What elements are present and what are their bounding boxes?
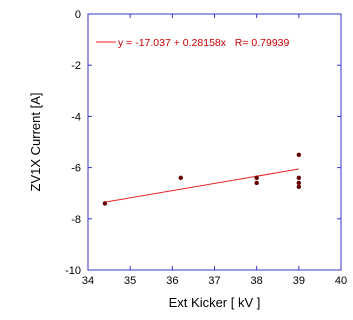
x-axis-ticks: 34 35 36 37 38 39 40: [82, 14, 347, 287]
data-point: [178, 175, 183, 181]
plot-frame: [87, 13, 342, 271]
x-tick-label: 40: [335, 275, 347, 287]
y-axis-label: ZV1X Current [A]: [28, 93, 43, 192]
data-point: [296, 184, 302, 189]
data-point: [296, 180, 302, 186]
x-tick-label: 36: [166, 275, 178, 287]
x-tick-label: 34: [82, 275, 94, 287]
legend: y = -17.037 + 0.28158x R= 0.79939: [96, 37, 289, 49]
plot-area: 34 35 36 37 38 39 40 0 -2 -4 -6 -8 -10 y = -17.037 …: [65, 9, 347, 287]
x-tick-label: 35: [124, 275, 136, 287]
y-tick-label: -8: [71, 214, 81, 226]
y-tick-label: -4: [71, 111, 81, 123]
data-points: [102, 152, 302, 206]
x-tick-label: 37: [208, 275, 220, 287]
data-point: [296, 152, 302, 157]
y-tick-label: -10: [65, 265, 81, 277]
data-point: [296, 175, 302, 181]
y-tick-label: -6: [71, 163, 81, 175]
x-tick-label: 39: [293, 275, 305, 287]
x-tick-label: 38: [251, 275, 263, 287]
legend-fit-label: y = -17.037 + 0.28158x R= 0.79939: [118, 37, 289, 49]
y-axis-ticks: 0 -2 -4 -6 -8 -10: [65, 9, 341, 277]
y-tick-label: 0: [75, 9, 81, 21]
data-point: [254, 175, 259, 181]
y-tick-label: -2: [71, 60, 81, 72]
data-point: [254, 180, 259, 186]
data-point: [102, 201, 108, 206]
fit-line: [104, 168, 299, 203]
fit-layer: [104, 168, 299, 203]
x-axis-label: Ext Kicker [ kV ]: [169, 295, 261, 310]
